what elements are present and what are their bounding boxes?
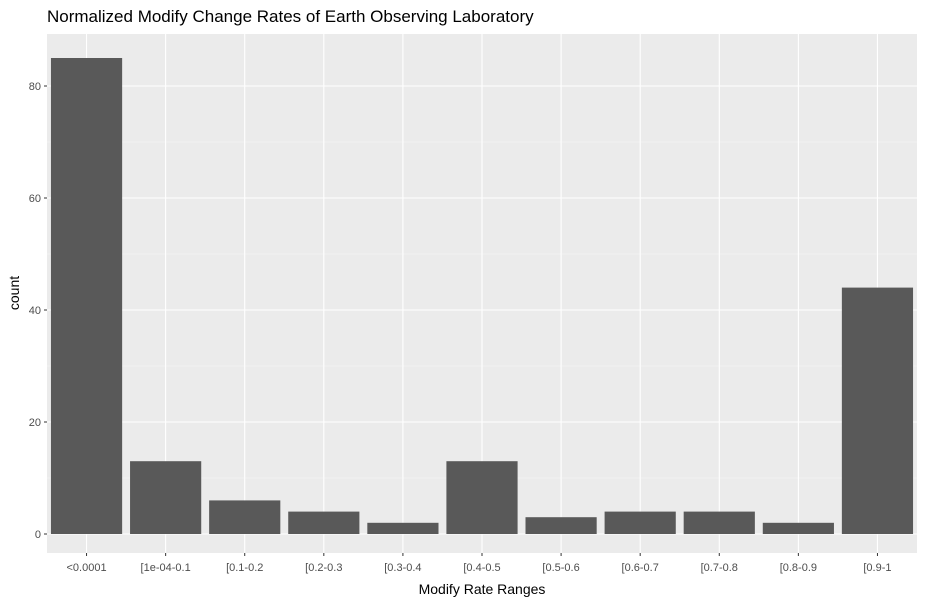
y-tick-label: 40 [29, 305, 41, 317]
bar [288, 511, 360, 534]
x-tick-label: [0.8-0.9 [780, 562, 817, 574]
bar [604, 511, 676, 534]
x-axis: <0.0001 [1e-04-0.1 [0.1-0.2 [0.2-0.3 [0.3-0.… [67, 553, 892, 574]
y-tick-label: 20 [29, 417, 41, 429]
x-tick-label: [0.2-0.3 [305, 562, 342, 574]
y-tick-label: 80 [29, 81, 41, 93]
x-tick-label: [0.1-0.2 [226, 562, 263, 574]
bar [367, 522, 439, 534]
x-tick-label: [0.9-1 [863, 562, 891, 574]
x-tick-label: <0.0001 [67, 562, 107, 574]
bar [50, 58, 123, 534]
bar [525, 517, 597, 534]
x-tick-label: [1e-04-0.1 [141, 562, 191, 574]
y-axis-title: count [6, 276, 22, 310]
chart-title: Normalized Modify Change Rates of Earth … [47, 7, 534, 26]
bar [446, 461, 518, 534]
bar [209, 500, 281, 534]
bar [762, 522, 834, 534]
y-axis: 0 20 40 60 80 [29, 81, 47, 541]
y-tick-label: 60 [29, 193, 41, 205]
x-tick-label: [0.5-0.6 [542, 562, 579, 574]
x-tick-label: [0.3-0.4 [384, 562, 421, 574]
bar [841, 287, 914, 534]
x-tick-label: [0.7-0.8 [701, 562, 738, 574]
x-tick-label: [0.4-0.5 [463, 562, 500, 574]
x-tick-label: [0.6-0.7 [622, 562, 659, 574]
y-tick-label: 0 [35, 529, 41, 541]
bar [683, 511, 755, 534]
bars [50, 58, 914, 534]
bar [130, 461, 202, 534]
x-axis-title: Modify Rate Ranges [419, 581, 546, 597]
